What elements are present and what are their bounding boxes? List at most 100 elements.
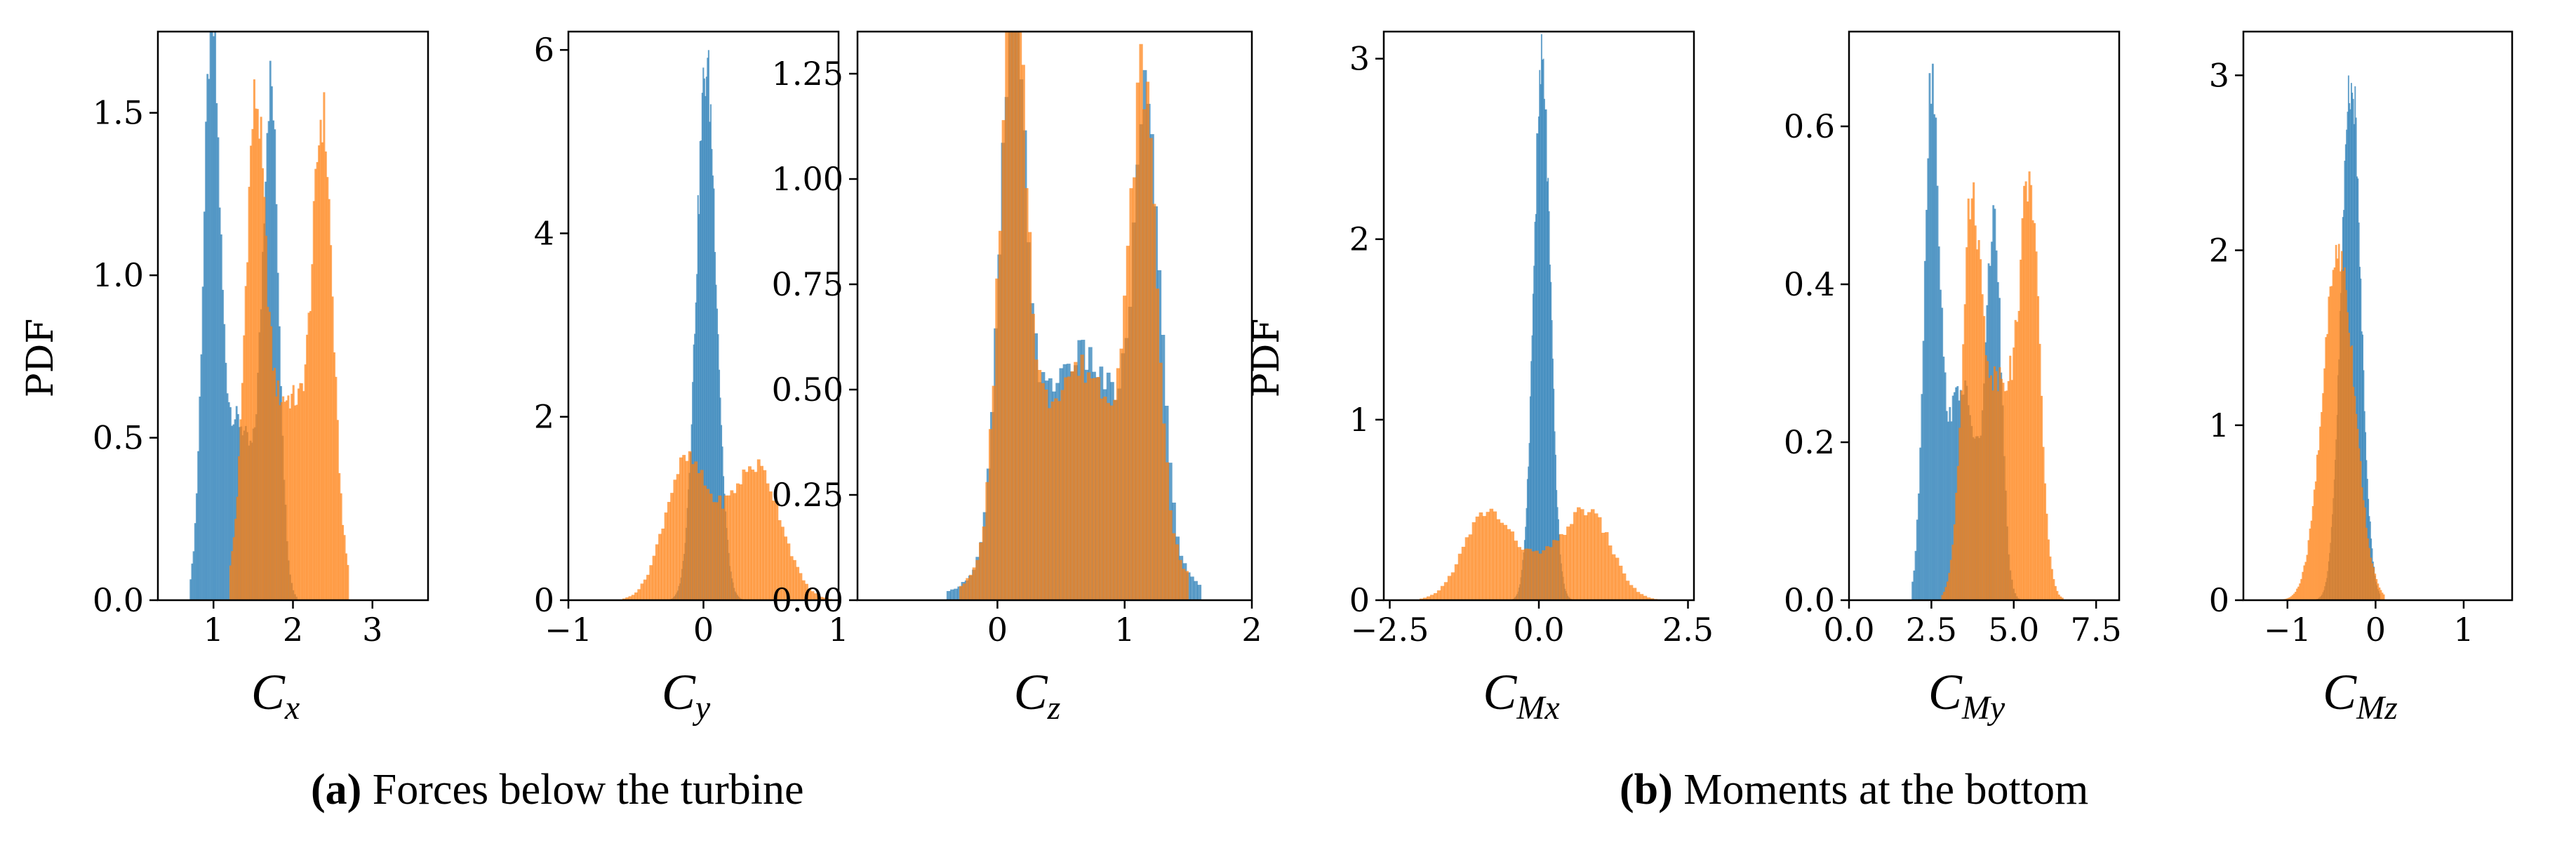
histogram-bar bbox=[2024, 181, 2027, 601]
histogram-bar bbox=[2047, 539, 2050, 600]
histogram-bar bbox=[2332, 270, 2335, 600]
histogram-bar bbox=[1031, 314, 1035, 600]
histogram-bar bbox=[1559, 533, 1563, 600]
histogram-bar bbox=[314, 168, 317, 600]
histogram-bar bbox=[1532, 293, 1534, 600]
histogram-bar bbox=[1041, 383, 1045, 600]
y-tick-label: 0.0 bbox=[1784, 581, 1835, 619]
histogram-bar bbox=[208, 79, 211, 601]
histogram-bar bbox=[1566, 526, 1570, 600]
histogram-bar bbox=[1587, 512, 1591, 600]
histogram-bar bbox=[1583, 515, 1588, 600]
histogram-bar bbox=[820, 597, 824, 600]
histogram-bar bbox=[2043, 483, 2046, 600]
histogram-bar bbox=[676, 474, 680, 600]
histogram-bar bbox=[2042, 446, 2045, 600]
histogram-bar bbox=[2355, 117, 2357, 601]
y-tick-label: 0 bbox=[534, 581, 554, 619]
series-orange bbox=[229, 79, 349, 601]
histogram-bar bbox=[711, 149, 713, 600]
histogram-bar bbox=[1080, 354, 1084, 600]
histogram-bar bbox=[1011, 32, 1015, 600]
histogram-bar bbox=[1443, 582, 1448, 600]
histogram-bar bbox=[718, 369, 721, 600]
x-tick-label: 1 bbox=[1114, 611, 1135, 649]
histogram-bar bbox=[1570, 524, 1574, 600]
histogram-bar bbox=[2014, 319, 2017, 600]
histogram-bar bbox=[2291, 595, 2294, 600]
histogram-bar bbox=[2352, 387, 2355, 600]
histogram-bar bbox=[995, 278, 999, 600]
histogram-bar bbox=[2352, 98, 2354, 601]
histogram-bar bbox=[2344, 267, 2346, 600]
histogram-bar bbox=[1152, 204, 1156, 600]
histogram-bar bbox=[1113, 399, 1117, 600]
y-tick-label: 0.2 bbox=[1784, 423, 1835, 461]
histogram-bar bbox=[1950, 421, 1953, 600]
histogram-bar bbox=[2296, 588, 2298, 600]
y-tick-label: 0 bbox=[2209, 581, 2229, 619]
histogram-bar bbox=[246, 262, 249, 600]
histogram-bar bbox=[1142, 109, 1147, 601]
chart-panel-1: 1 2 3 0.0 0.5 1.0 1.5 Cx PDF bbox=[20, 30, 429, 727]
histogram-bar bbox=[1650, 598, 1655, 600]
histogram-bar bbox=[1919, 447, 1922, 600]
histogram-bar bbox=[1918, 493, 1920, 600]
histogram-bar bbox=[2323, 368, 2325, 600]
histogram-bar bbox=[1050, 402, 1055, 600]
histogram-bar bbox=[745, 472, 749, 600]
histogram-bar bbox=[316, 161, 319, 600]
histogram-bar bbox=[2347, 312, 2349, 600]
histogram-bar bbox=[766, 483, 770, 600]
chart-panel-3: 0 1 2 0.00 0.25 0.50 0.75 1.00 1.25 Cz bbox=[772, 30, 1262, 727]
series-orange bbox=[1420, 507, 1665, 600]
histogram-bar bbox=[1949, 559, 1952, 600]
histogram-bar bbox=[1951, 544, 1954, 600]
histogram-bar bbox=[2363, 411, 2365, 600]
histogram-bar bbox=[248, 187, 251, 601]
histogram-bar bbox=[631, 595, 635, 600]
histogram-bar bbox=[2318, 450, 2320, 600]
histogram-bar bbox=[287, 395, 290, 600]
x-tick-label: 2.5 bbox=[1662, 611, 1714, 649]
histogram-bar bbox=[1197, 585, 1202, 600]
histogram-bar bbox=[2028, 171, 2031, 600]
histogram-bar bbox=[1974, 225, 1977, 600]
histogram-bar bbox=[969, 574, 973, 600]
histogram-bar bbox=[241, 383, 243, 600]
histogram-bar bbox=[1086, 372, 1091, 600]
histogram-bar bbox=[2359, 460, 2362, 600]
histogram-bar bbox=[267, 307, 269, 600]
histogram-bar bbox=[231, 425, 234, 600]
histogram-bar bbox=[975, 559, 980, 600]
histogram-bar bbox=[232, 537, 235, 600]
histogram-bar bbox=[2373, 567, 2375, 600]
histogram-bar bbox=[1001, 120, 1006, 600]
histogram-bar bbox=[302, 391, 305, 600]
histogram-bar bbox=[1503, 524, 1508, 600]
histogram-bar bbox=[1126, 246, 1130, 600]
histogram-bar bbox=[1625, 581, 1630, 600]
histogram-bar bbox=[2316, 454, 2318, 600]
histogram-bar bbox=[1471, 522, 1476, 600]
x-tick-label: 2 bbox=[283, 611, 303, 649]
histogram-bar bbox=[1945, 411, 1948, 600]
histogram-bar bbox=[1986, 361, 1989, 600]
histogram-bar bbox=[954, 588, 959, 600]
histogram-bar bbox=[655, 544, 659, 600]
histogram-bar bbox=[1159, 362, 1163, 600]
histogram-bar bbox=[1021, 65, 1025, 600]
histogram-bar bbox=[707, 58, 709, 600]
histogram-bar bbox=[1450, 572, 1455, 600]
histogram-bar bbox=[1533, 265, 1535, 600]
x-tick-label: −2.5 bbox=[1351, 611, 1429, 649]
histogram-bar bbox=[2333, 267, 2336, 600]
histogram-bar bbox=[2038, 343, 2041, 600]
histogram-bar bbox=[1189, 576, 1194, 600]
histogram-bar bbox=[805, 583, 808, 600]
plot-frame bbox=[856, 30, 1253, 602]
histogram-bar bbox=[1531, 551, 1535, 600]
histogram-bar bbox=[1083, 383, 1088, 600]
histogram-bar bbox=[1457, 553, 1462, 600]
histogram-bar bbox=[979, 542, 983, 600]
